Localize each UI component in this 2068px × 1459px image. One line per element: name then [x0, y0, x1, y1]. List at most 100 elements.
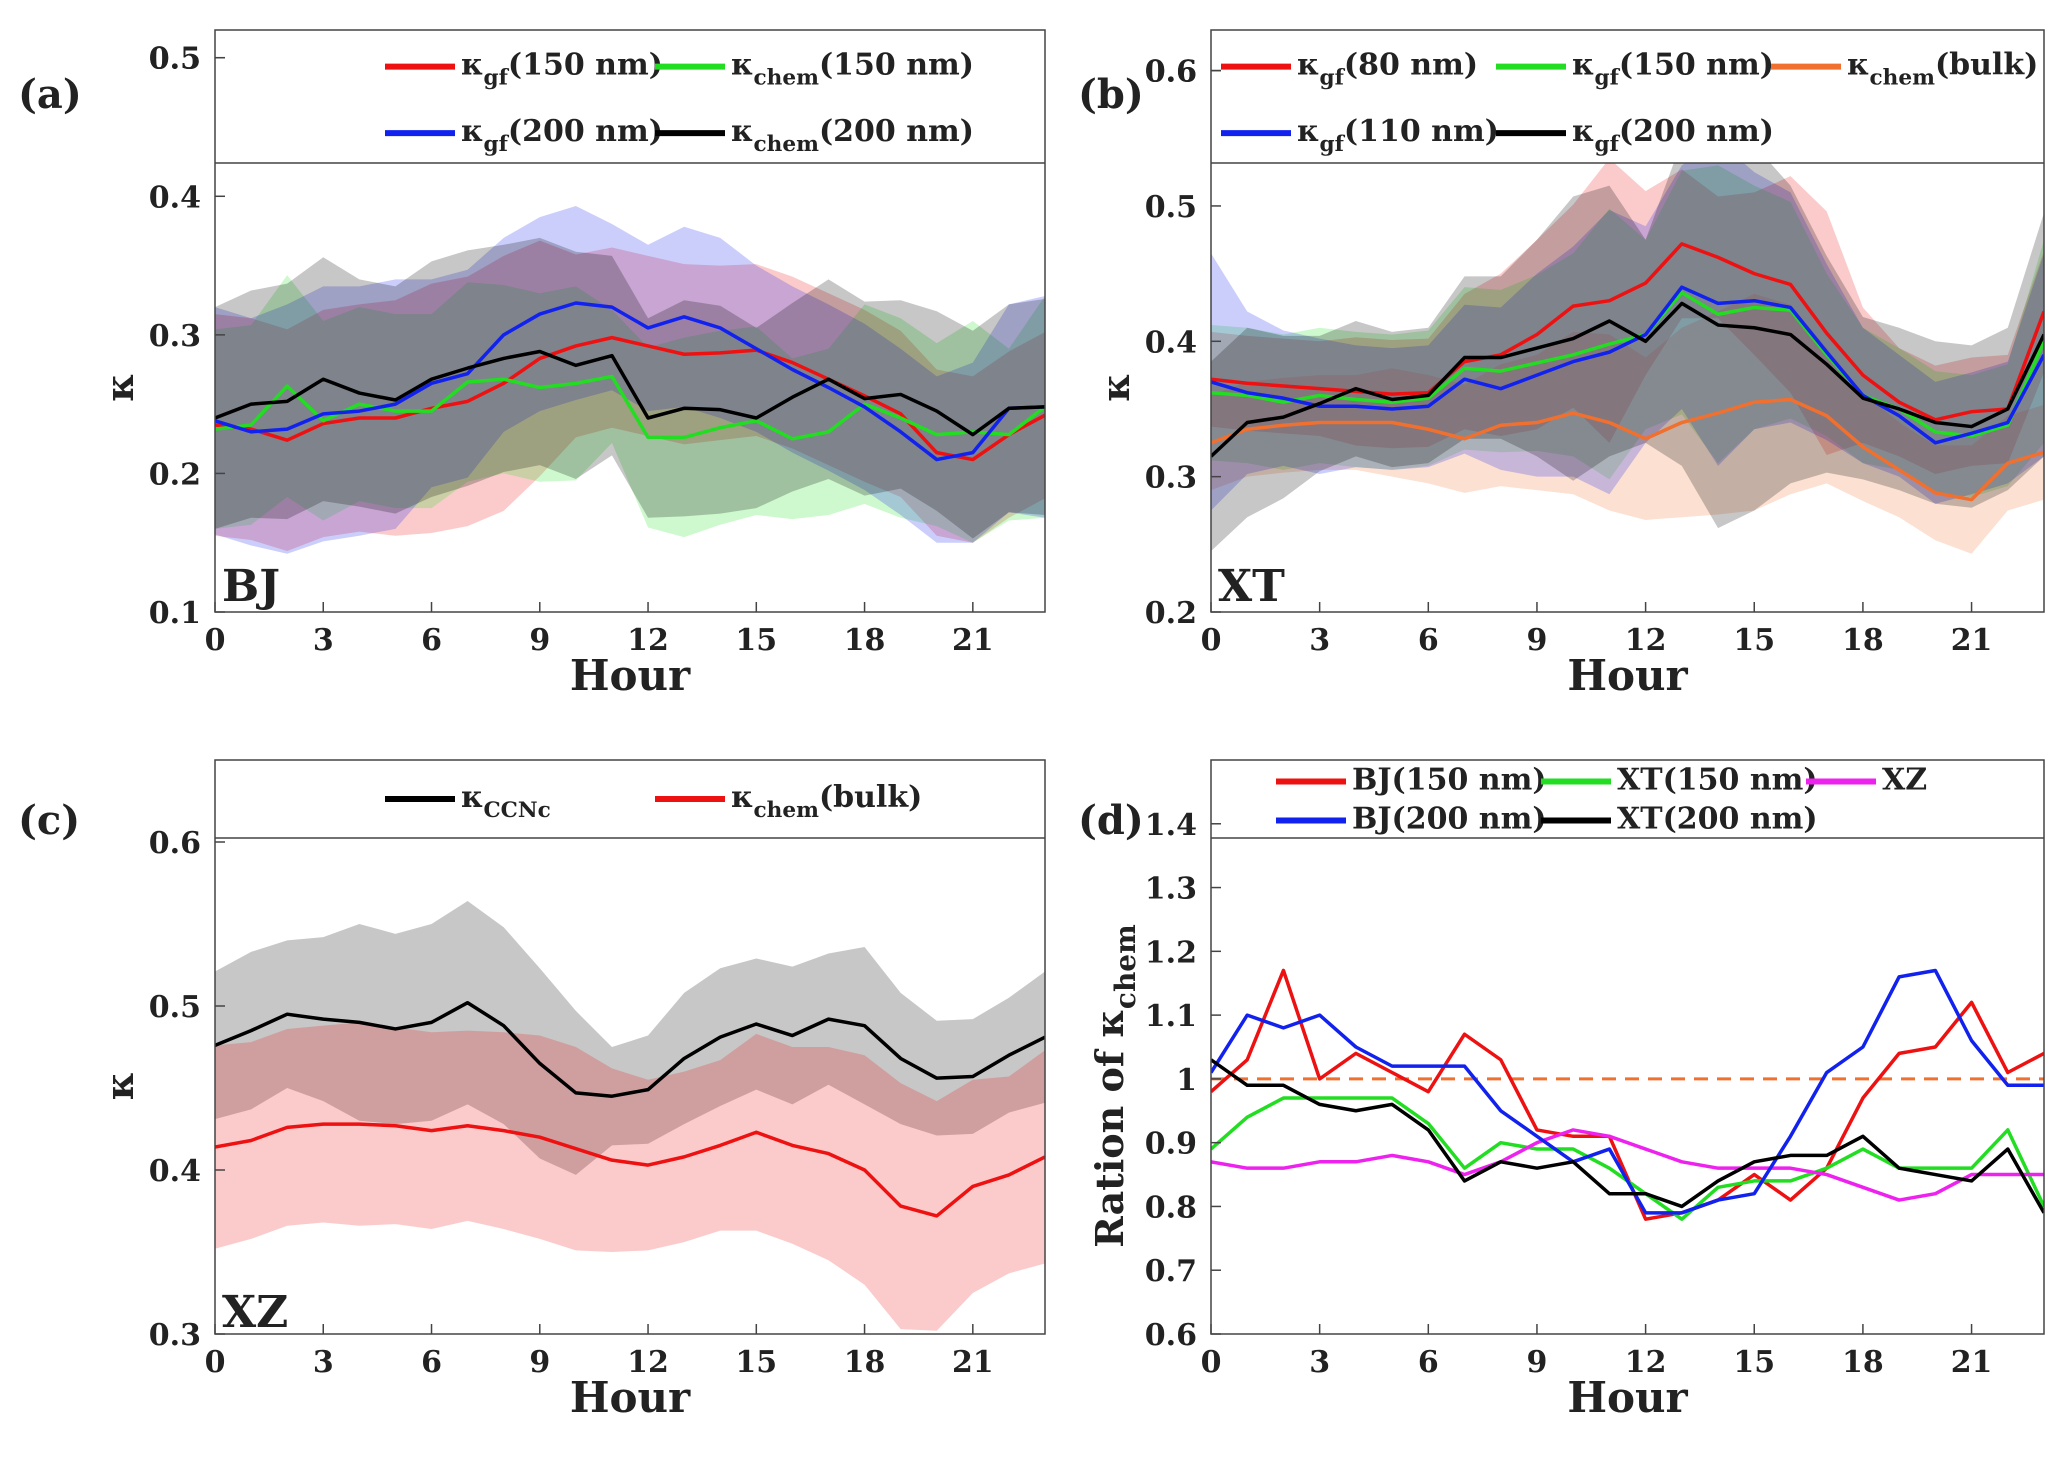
- y-tick-label: 0.4: [1145, 325, 1197, 360]
- y-tick-label: 0.6: [1145, 55, 1197, 90]
- legend-label-sub: gf: [1320, 66, 1346, 91]
- legend-label-base: κ: [461, 48, 484, 83]
- x-tick-label: 18: [844, 623, 886, 658]
- x-tick-label: 21: [1951, 1345, 1993, 1380]
- y-tick-label: 0.2: [1145, 596, 1197, 631]
- series-line-0: [215, 1000, 1045, 1098]
- series-lines: [215, 301, 1045, 462]
- x-tick-label: 6: [421, 1345, 442, 1380]
- series-line-1: [215, 1122, 1045, 1218]
- x-tick-label: 6: [1418, 1345, 1439, 1380]
- legend-item: κchem(bulk): [1771, 48, 2038, 91]
- x-tick-label: 15: [735, 623, 777, 658]
- y-tick-label: 0.7: [1145, 1254, 1197, 1289]
- series-line-3: [1211, 968, 2044, 1215]
- x-axis-label: Hour: [570, 1373, 691, 1422]
- series-line-4: [1211, 1058, 2044, 1214]
- x-tick-label: 3: [313, 1345, 334, 1380]
- legend-item: κCCNc: [385, 780, 551, 823]
- svg-text:κgf(200 nm): κgf(200 nm): [461, 114, 663, 157]
- legend-item: κchem(200 nm): [655, 114, 974, 157]
- svg-text:κchem(200 nm): κchem(200 nm): [731, 114, 974, 157]
- legend-item: κgf(150 nm): [1496, 48, 1774, 91]
- legend-item: κgf(110 nm): [1221, 114, 1499, 157]
- legend-label-sub: gf: [484, 66, 510, 91]
- panel-d: 0 3 6 9 12 15 18 21 0.6 0.7 0.8 0.9 1 1.1 1.2 1.3 1.4 Hou…: [1078, 759, 2045, 1422]
- x-tick-label: 21: [1951, 623, 1993, 658]
- y-tick-label: 0.4: [149, 1154, 201, 1189]
- x-tick-label: 6: [421, 623, 442, 658]
- legend-label-base: BJ(150 nm): [1352, 762, 1547, 797]
- bands: [215, 901, 1045, 1331]
- x-tick-label: 3: [313, 623, 334, 658]
- legend-label-sub: chem: [754, 132, 820, 157]
- y-axis-label: κ: [1093, 373, 1138, 401]
- series-line-2: [215, 301, 1045, 462]
- legend-item: κgf(80 nm): [1221, 48, 1478, 91]
- x-tick-label: 18: [1842, 623, 1884, 658]
- band-1: [215, 1022, 1045, 1331]
- legend-label-base: κ: [1847, 48, 1870, 83]
- axes-frame: [214, 29, 1046, 613]
- x-tick-label: 18: [844, 1345, 886, 1380]
- series-line-1: [1211, 1096, 2044, 1221]
- legend-label-rest: (150 nm): [819, 48, 974, 83]
- legend-label-rest: (150 nm): [1619, 48, 1774, 83]
- axes-frame: [1210, 29, 2045, 613]
- legend-label-rest: (bulk): [1935, 48, 2038, 83]
- legend-item: κgf(200 nm): [1496, 114, 1774, 157]
- y-axis-label: κ: [97, 1072, 142, 1100]
- band-0: [215, 240, 1045, 552]
- y-tick-label: 0.6: [1145, 55, 1197, 90]
- legend-label-base: κ: [731, 48, 754, 83]
- x-tick-label: 9: [1527, 1345, 1548, 1380]
- legend-label-sub: chem: [754, 798, 820, 823]
- y-tick-label: 0.6: [149, 826, 201, 861]
- y-tick-label: 1: [1176, 1063, 1197, 1098]
- series-lines: [1211, 968, 2044, 1221]
- legend-item: XT(150 nm): [1541, 762, 1818, 797]
- bands: [215, 205, 1045, 554]
- legend-item: XZ: [1806, 762, 1927, 797]
- series-line-1: [215, 374, 1045, 441]
- x-tick-label: 12: [627, 623, 669, 658]
- legend-label-rest: (bulk): [819, 780, 922, 815]
- y-tick-label: 0.9: [1145, 1127, 1197, 1162]
- y-tick-label: 0.2: [149, 457, 201, 492]
- legend-label-base: XT(200 nm): [1617, 801, 1818, 836]
- panel-label: (b): [1078, 71, 1144, 118]
- svg-text:κgf(80 nm): κgf(80 nm): [1297, 48, 1478, 91]
- x-tick-label: 18: [1842, 1345, 1884, 1380]
- series-line-3: [1211, 285, 2044, 445]
- axes-frame: [214, 759, 1046, 1335]
- panel-b: 0 3 6 9 12 15 18 210.20.30.40.50.60.6Hourκ(b)XT…: [1078, 29, 2045, 700]
- legend-label-rest: (110 nm): [1344, 114, 1499, 149]
- site-label: XZ: [222, 1287, 288, 1338]
- x-tick-label: 21: [952, 623, 994, 658]
- x-tick-label: 21: [952, 1345, 994, 1380]
- legend-label-sub: CCNc: [484, 798, 551, 823]
- y-tick-label: 1.1: [1145, 999, 1197, 1034]
- legend-label-base: κ: [461, 114, 484, 149]
- svg-text:κgf(150 nm): κgf(150 nm): [461, 48, 663, 91]
- x-tick-label: 0: [1201, 1345, 1222, 1380]
- legend-label-base: BJ(200 nm): [1352, 801, 1547, 836]
- legend-label-base: κ: [461, 780, 484, 815]
- legend-label-rest: (150 nm): [508, 48, 663, 83]
- legend-label-base: κ: [731, 114, 754, 149]
- y-tick-label: 0.1: [149, 596, 201, 631]
- x-tick-label: 15: [735, 1345, 777, 1380]
- legend-label-rest: (80 nm): [1344, 48, 1478, 83]
- y-tick-label: 0.8: [1145, 1190, 1197, 1225]
- svg-text:XT(150 nm): XT(150 nm): [1617, 762, 1818, 797]
- band-4: [1211, 163, 2044, 552]
- x-tick-label: 3: [1309, 1345, 1330, 1380]
- svg-text:κchem(bulk): κchem(bulk): [731, 780, 922, 823]
- legend-label-sub: gf: [484, 132, 510, 157]
- svg-text:κchem(150 nm): κchem(150 nm): [731, 48, 974, 91]
- y-tick-label: 0.3: [1145, 461, 1197, 496]
- panel-label: (a): [18, 71, 82, 118]
- y-tick-label: 0.5: [149, 42, 201, 77]
- legend: κCCNc κchem(bulk): [385, 780, 922, 823]
